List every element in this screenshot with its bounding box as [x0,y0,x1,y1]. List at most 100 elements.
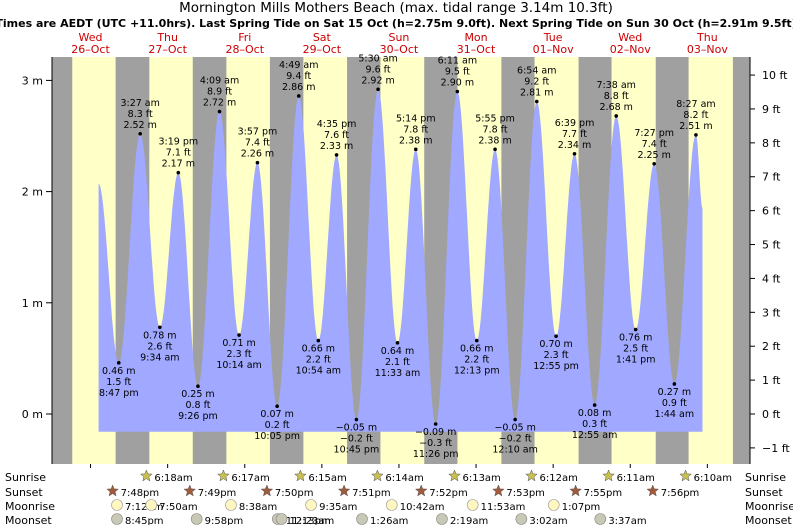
moonset-icon [190,513,203,525]
low-tide-metres: 0.78 m [143,330,176,341]
low-tide-metres: 0.46 m [102,366,135,377]
right-tick-label: 9 ft [762,103,781,116]
high-tide-time: 5:30 am [358,53,397,64]
low-tide-time: 12:55 am [572,430,617,441]
high-tide-time: 5:14 pm [396,113,436,124]
low-tide-marker [395,341,400,345]
high-tide-feet: 7.1 ft [166,148,191,159]
right-tick-label: 0 ft [762,408,781,421]
high-tide-marker [694,133,698,137]
high-tide-marker [455,89,460,94]
moonrise-icon [547,499,560,511]
left-tick-label: 0 m [22,408,43,421]
high-tide-metres: 2.68 m [600,102,633,113]
high-tide-metres: 2.38 m [478,135,511,146]
row-time: 11:53am [481,502,526,513]
high-tide-feet: 8.2 ft [683,110,708,121]
right-tick-label: 8 ft [762,137,781,150]
row-time: 7:49pm [198,488,237,499]
row-label-left: Sunrise [5,471,46,484]
row-label-right: Moonrise [745,500,793,513]
high-tide-time: 3:19 pm [158,137,198,148]
high-tide-metres: 2.72 m [203,98,236,109]
moonrise-icon [305,499,317,511]
day-of-week: Wed [79,31,103,44]
day-of-week: Tue [543,31,563,44]
right-tick-label: 10 ft [762,69,788,82]
low-tide-marker [474,338,479,343]
moonset-icon [275,513,288,525]
row-time: 7:55pm [584,488,623,499]
high-tide-time: 4:49 am [279,60,318,71]
high-tide-metres: 2.17 m [162,159,195,170]
low-tide-marker [672,382,677,386]
day-date: 28–Oct [225,43,264,56]
low-tide-feet: 2.3 ft [227,349,252,360]
row-time: 7:50am [159,502,197,513]
row-time: 6:10am [694,473,732,484]
low-tide-metres: 0.71 m [222,338,255,349]
right-tick-label: −1 ft [762,442,790,455]
low-tide-time: 1:44 am [655,409,694,420]
high-tide-metres: 2.86 m [282,82,315,93]
high-tide-marker [334,153,339,157]
row-time: 7:53pm [506,488,545,499]
day-of-week: Sun [388,31,409,44]
low-tide-time: 11:33 am [375,368,420,379]
sunset-star-icon [337,484,351,497]
sunrise-star-icon [371,469,384,482]
day-of-week: Thu [696,31,718,44]
sunset-star-icon [414,484,428,497]
right-tick-label: 1 ft [762,374,781,387]
moonset-icon [436,513,448,525]
high-tide-feet: 9.2 ft [524,77,549,88]
low-tide-marker [433,422,438,426]
high-tide-marker [376,87,380,92]
sunrise-star-icon [602,469,615,482]
row-time: 7:50pm [275,488,314,499]
row-time: 12:23am [290,516,335,525]
high-tide-time: 4:09 am [200,76,239,87]
high-tide-metres: 2.25 m [637,150,670,161]
high-tide-time: 8:27 am [676,99,715,110]
day-of-week: Mon [464,31,487,44]
sunrise-star-icon [448,469,461,482]
high-tide-marker [138,131,142,136]
day-of-week: Sat [313,31,332,44]
low-tide-metres: 0.64 m [381,346,414,357]
sunset-star-icon [492,484,505,497]
sunrise-star-icon [217,469,230,482]
day-date: 31–Oct [457,43,496,56]
low-tide-time: 1:41 pm [616,354,656,365]
moonrise-icon [111,499,123,511]
moonrise-icon [145,499,158,511]
low-tide-time: 8:47 pm [99,388,139,399]
high-tide-metres: 2.52 m [123,120,156,131]
day-date: 03–Nov [687,43,728,56]
sunset-star-icon [106,484,119,497]
sun-moon-table: Sunrise Sunrise 6:18am 6:17am 6:15am 6:14am 6:… [5,469,793,527]
low-tide-time: 12:13 pm [454,366,500,377]
day-date: 26–Oct [71,43,110,56]
day-date: 30–Oct [380,43,419,56]
low-tide-metres: −0.05 m [494,423,535,434]
high-tide-time: 7:38 am [597,80,636,91]
low-tide-time: 10:05 pm [254,431,300,442]
sunset-star-icon [569,484,582,497]
row-time: 11:13pm [286,516,331,525]
low-tide-marker [354,417,359,422]
row-time: 8:45pm [125,516,164,525]
low-tide-marker [633,327,638,332]
sunrise-star-icon [679,469,692,482]
row-time: 6:18am [154,473,192,484]
high-tide-time: 7:27 pm [634,128,674,139]
day-date: 29–Oct [303,43,342,56]
moonset-icon [356,513,368,525]
low-tide-metres: 0.66 m [460,344,493,355]
row-time: 6:15am [308,473,346,484]
high-tide-time: 6:54 am [517,66,556,77]
day-of-week: Fri [238,31,251,44]
row-label-right: Moonset [745,514,792,525]
low-tide-feet: 2.1 ft [385,357,410,368]
high-tide-marker [534,99,539,104]
